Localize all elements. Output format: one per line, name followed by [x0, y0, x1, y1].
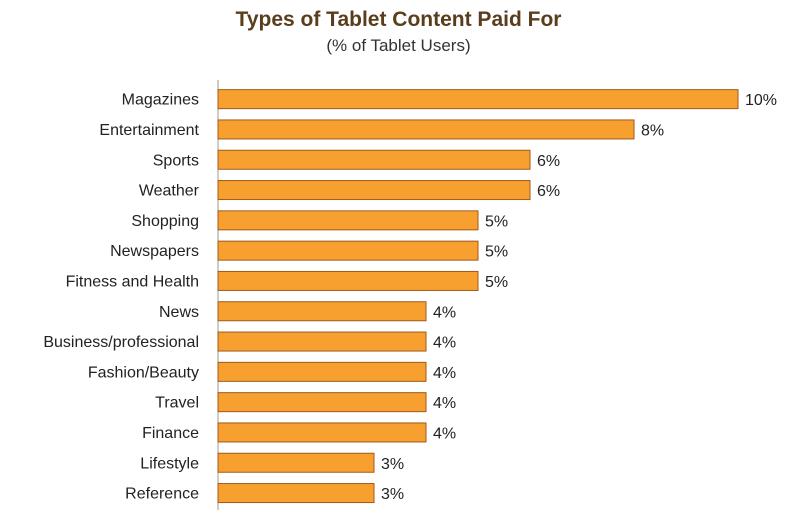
category-label: Newspapers [110, 243, 199, 260]
category-label: Weather [139, 183, 200, 200]
category-label: Entertainment [99, 122, 199, 139]
bar [217, 422, 427, 443]
value-label: 3% [381, 456, 404, 473]
category-label: News [159, 304, 199, 321]
value-label: 4% [433, 335, 456, 352]
value-label: 3% [381, 486, 404, 503]
value-label: 5% [485, 213, 508, 230]
value-label: 4% [433, 365, 456, 382]
chart-subtitle: (% of Tablet Users) [326, 36, 471, 55]
bar [217, 180, 531, 201]
category-label: Sports [153, 152, 199, 169]
category-label: Business/professional [43, 334, 199, 351]
bar [217, 483, 375, 504]
bar [217, 452, 375, 473]
chart-title: Types of Tablet Content Paid For [235, 8, 562, 31]
bar [217, 210, 479, 231]
value-label: 4% [433, 425, 456, 442]
category-label: Lifestyle [140, 455, 199, 472]
bar [217, 240, 479, 261]
value-label: 6% [537, 153, 560, 170]
value-label: 5% [485, 274, 508, 291]
bar [217, 392, 427, 413]
bar [217, 331, 427, 352]
category-label: Travel [155, 395, 199, 412]
value-label: 5% [485, 244, 508, 261]
value-label: 4% [433, 395, 456, 412]
value-label: 10% [745, 92, 777, 109]
bar [217, 89, 739, 110]
category-label: Magazines [122, 92, 199, 109]
bar [217, 149, 531, 170]
value-label: 6% [537, 183, 560, 200]
category-label: Fitness and Health [66, 273, 199, 290]
bar [217, 119, 635, 140]
bar [217, 361, 427, 382]
category-label: Finance [142, 425, 199, 442]
category-label: Reference [125, 486, 199, 503]
value-label: 8% [641, 122, 664, 139]
category-label: Shopping [131, 213, 199, 230]
value-label: 4% [433, 304, 456, 321]
bar [217, 270, 479, 291]
bar [217, 301, 427, 322]
category-label: Fashion/Beauty [88, 364, 199, 381]
